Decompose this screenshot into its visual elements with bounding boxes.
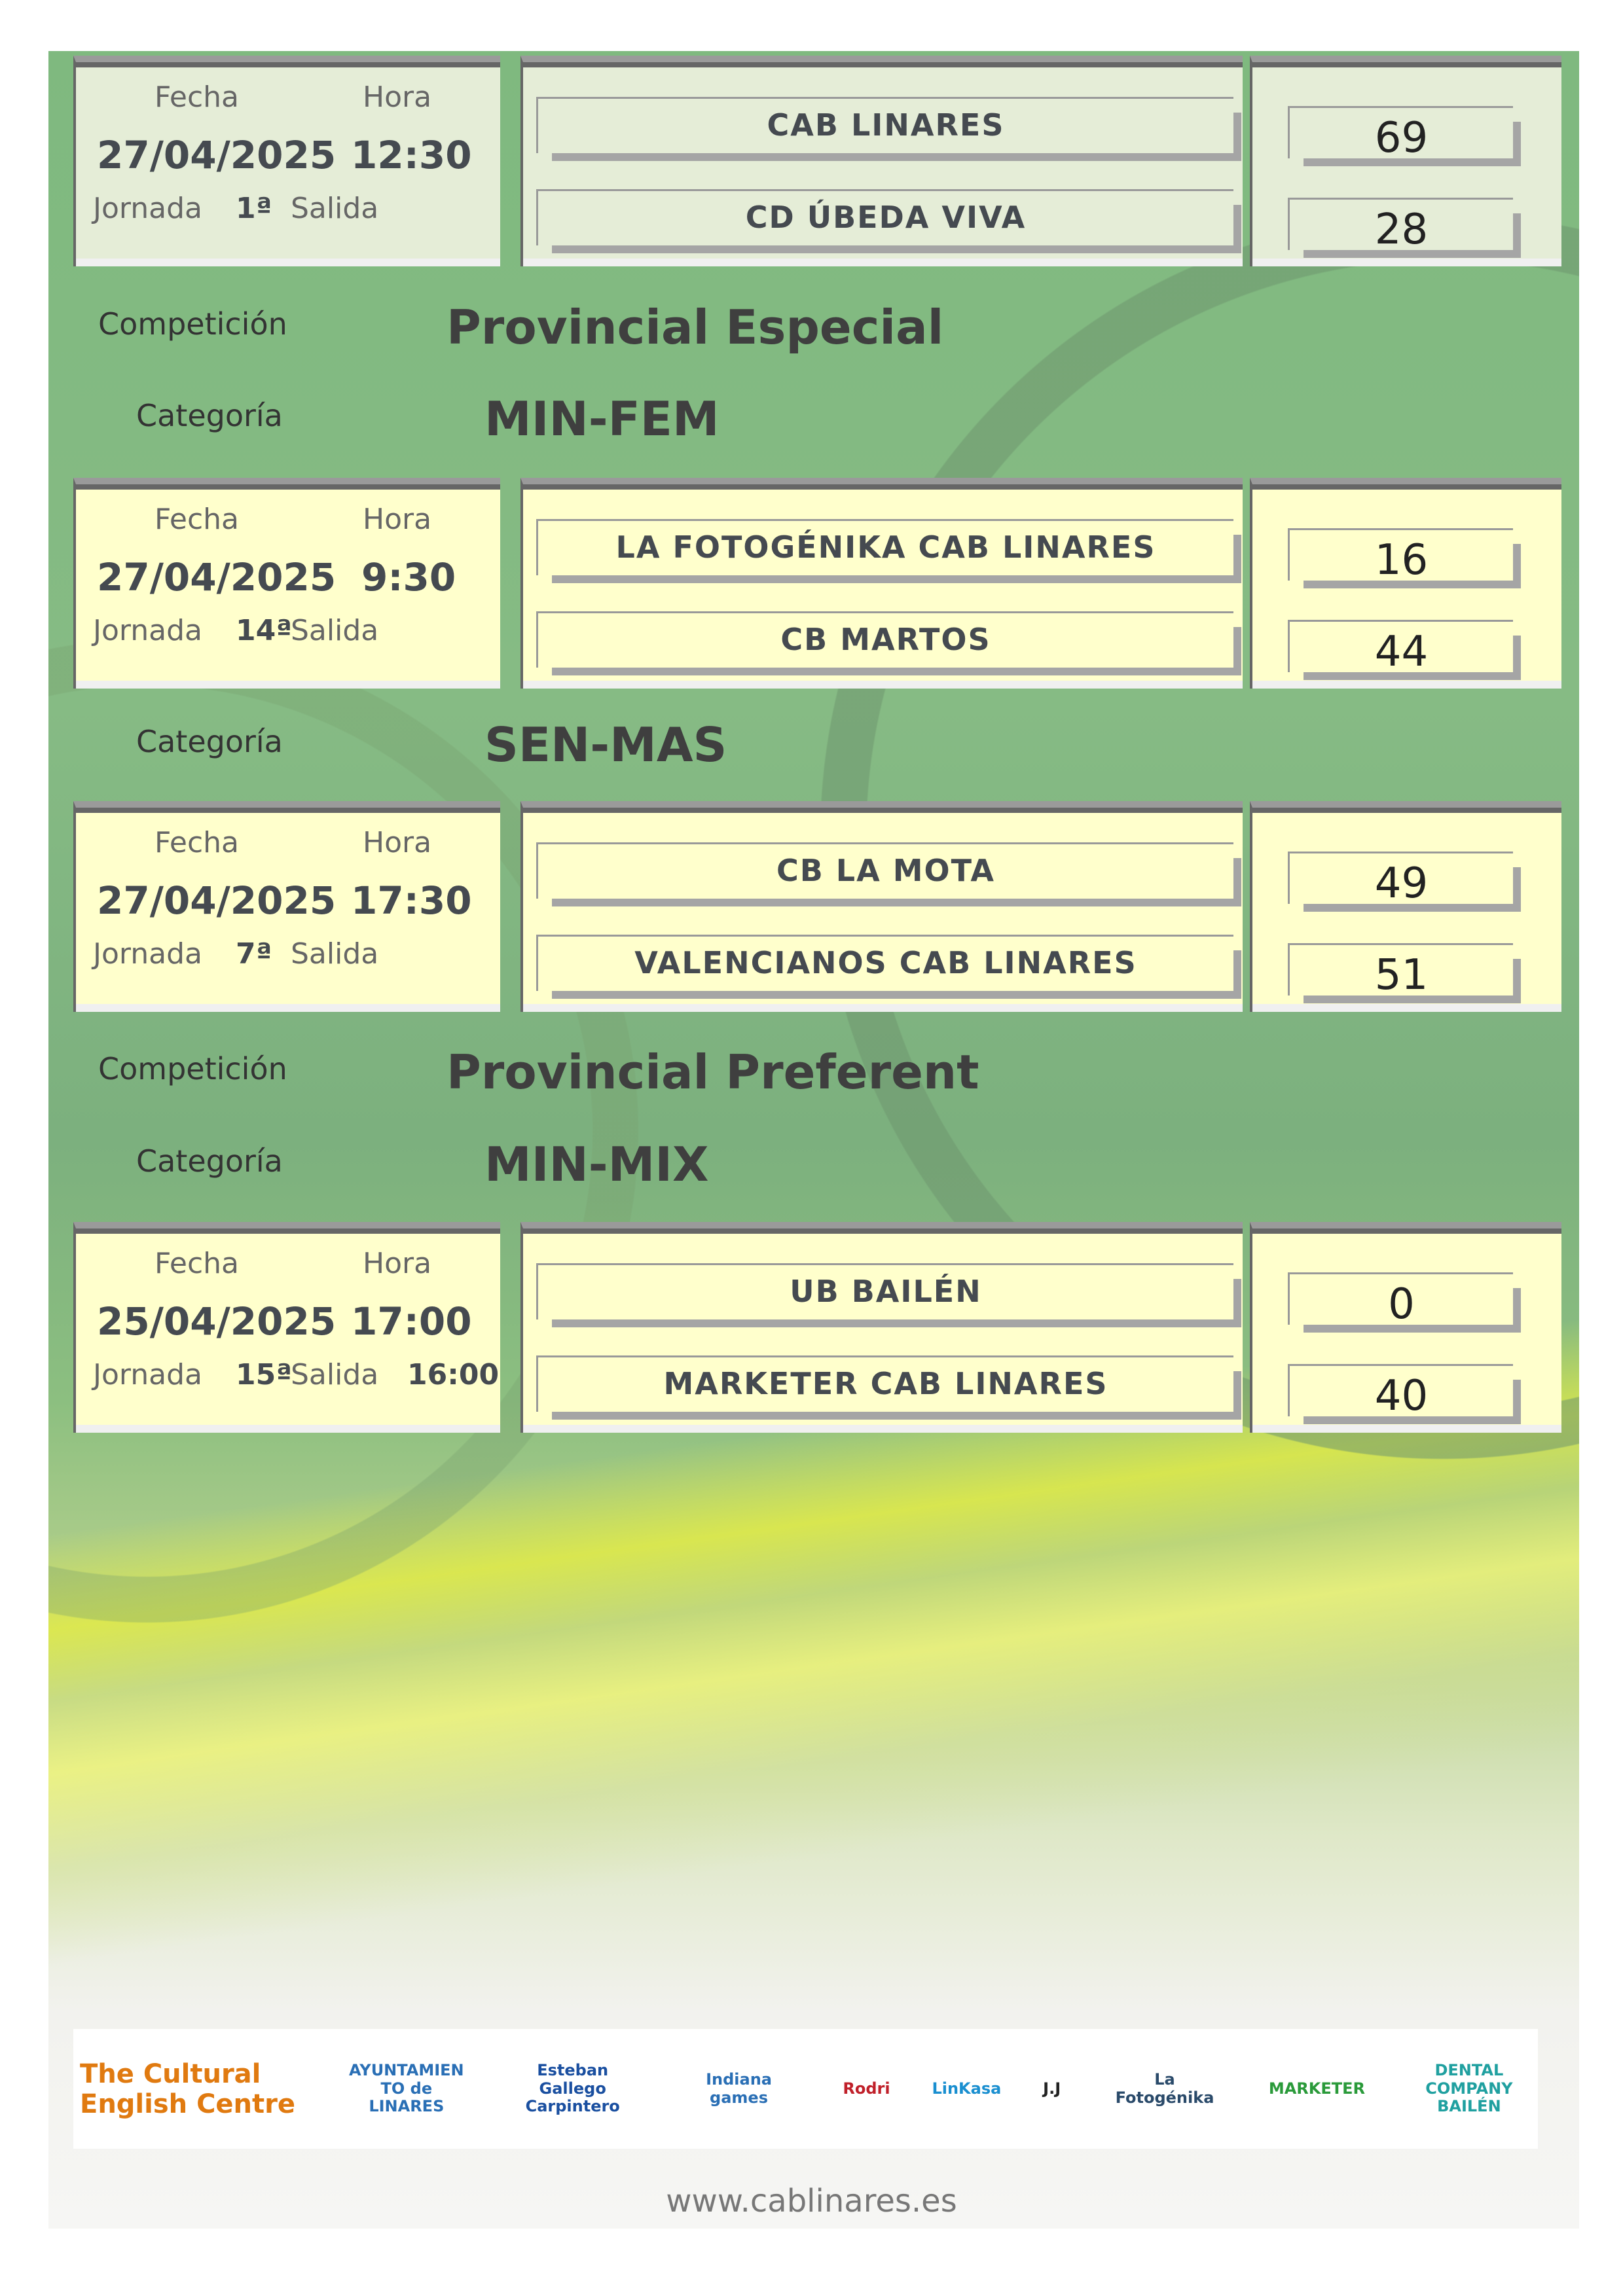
scores-card: 69 28 — [1250, 56, 1561, 266]
scores-card: 0 40 — [1250, 1222, 1561, 1433]
sponsor-logo: Indiana games — [706, 2070, 772, 2107]
hora-label: Hora — [363, 503, 432, 536]
sponsor-logo: Rodri — [843, 2079, 890, 2098]
jornada-label: Jornada — [93, 192, 202, 225]
scores-card: 16 44 — [1250, 478, 1561, 689]
match-date: 25/04/2025 — [97, 1299, 337, 1344]
teams-card: CB LA MOTA VALENCIANOS CAB LINARES — [520, 801, 1243, 1012]
fecha-label: Fecha — [155, 1247, 240, 1280]
home-team: UB BAILÉN — [536, 1263, 1233, 1319]
hora-label: Hora — [363, 81, 432, 114]
match-info-card: Fecha Hora 25/04/2025 17:00 Jornada 15ª Salida… — [73, 1222, 500, 1433]
match-info-card: Fecha Hora 27/04/2025 12:30 Jornada 1ª Salida — [73, 56, 500, 266]
away-team: VALENCIANOS CAB LINARES — [536, 935, 1233, 991]
hora-label: Hora — [363, 826, 432, 859]
away-team: MARKETER CAB LINARES — [536, 1355, 1233, 1412]
match-time: 17:00 — [351, 1299, 472, 1344]
jornada-value: 1ª — [236, 192, 272, 225]
fecha-label: Fecha — [155, 81, 240, 114]
jornada-value: 7ª — [236, 937, 272, 971]
teams-card: LA FOTOGÉNIKA CAB LINARES CB MARTOS — [520, 478, 1243, 689]
teams-card: CAB LINARES CD ÚBEDA VIVA — [520, 56, 1243, 266]
home-score: 16 — [1288, 528, 1513, 584]
footer-url[interactable]: www.cablinares.es — [666, 2183, 957, 2219]
competicion-label: Competición — [98, 1051, 287, 1086]
hora-label: Hora — [363, 1247, 432, 1280]
match-block: Fecha Hora 25/04/2025 17:00 Jornada 15ª Salida… — [0, 1222, 1623, 1433]
match-time: 17:30 — [351, 878, 472, 923]
away-score: 28 — [1288, 198, 1513, 254]
match-time: 9:30 — [361, 555, 456, 600]
match-date: 27/04/2025 — [97, 133, 337, 177]
teams-card: UB BAILÉN MARKETER CAB LINARES — [520, 1222, 1243, 1433]
away-team: CD ÚBEDA VIVA — [536, 189, 1233, 245]
categoria-label: Categoría — [136, 1143, 283, 1179]
sponsor-logo: The Cultural English Centre — [80, 2058, 296, 2119]
jornada-label: Jornada — [93, 1358, 202, 1391]
match-block: Fecha Hora 27/04/2025 9:30 Jornada 14ª Salida L… — [0, 478, 1623, 689]
scores-card: 49 51 — [1250, 801, 1561, 1012]
match-info-card: Fecha Hora 27/04/2025 9:30 Jornada 14ª Salida — [73, 478, 500, 689]
away-score: 44 — [1288, 620, 1513, 676]
home-score: 49 — [1288, 852, 1513, 908]
away-score: 40 — [1288, 1364, 1513, 1420]
home-team: CAB LINARES — [536, 97, 1233, 153]
home-score: 69 — [1288, 106, 1513, 162]
salida-label: Salida — [291, 192, 379, 225]
match-info-card: Fecha Hora 27/04/2025 17:30 Jornada 7ª Salida — [73, 801, 500, 1012]
salida-label: Salida — [291, 1358, 379, 1391]
jornada-value: 15ª — [236, 1358, 293, 1391]
sponsor-logo: J.J — [1043, 2079, 1061, 2098]
fecha-label: Fecha — [155, 503, 240, 536]
sponsor-logo: La Fotogénika — [1115, 2070, 1214, 2107]
away-score: 51 — [1288, 943, 1513, 999]
sponsor-logo: DENTAL COMPANY BAILÉN — [1425, 2061, 1513, 2116]
sponsor-logo: MARKETER — [1268, 2079, 1366, 2098]
competicion-label: Competición — [98, 306, 287, 342]
match-block: Fecha Hora 27/04/2025 17:30 Jornada 7ª Salida C… — [0, 801, 1623, 1012]
background — [48, 51, 1579, 2229]
match-block: Fecha Hora 27/04/2025 12:30 Jornada 1ª Salida C… — [0, 56, 1623, 266]
categoria-value: SEN-MAS — [484, 717, 727, 772]
sponsor-logo: Esteban Gallego Carpintero — [525, 2061, 620, 2116]
home-team: LA FOTOGÉNIKA CAB LINARES — [536, 519, 1233, 575]
match-date: 27/04/2025 — [97, 878, 337, 923]
competicion-value: Provincial Preferent — [447, 1045, 979, 1100]
sponsor-logo: LinKasa — [932, 2079, 1002, 2098]
categoria-label: Categoría — [136, 398, 283, 433]
salida-time: 16:00 — [407, 1358, 500, 1391]
jornada-label: Jornada — [93, 614, 202, 647]
sponsor-logo: AYUNTAMIENTO de LINARES — [349, 2061, 464, 2116]
home-team: CB LA MOTA — [536, 842, 1233, 899]
match-date: 27/04/2025 — [97, 555, 337, 600]
sponsors-strip: The Cultural English Centre AYUNTAMIENTO … — [73, 2029, 1538, 2149]
salida-label: Salida — [291, 937, 379, 971]
competicion-value: Provincial Especial — [447, 300, 944, 355]
categoria-value: MIN-FEM — [484, 391, 720, 446]
categoria-value: MIN-MIX — [484, 1137, 709, 1192]
jornada-label: Jornada — [93, 937, 202, 971]
categoria-label: Categoría — [136, 724, 283, 759]
away-team: CB MARTOS — [536, 611, 1233, 668]
match-time: 12:30 — [351, 133, 472, 177]
jornada-value: 14ª — [236, 614, 293, 647]
home-score: 0 — [1288, 1272, 1513, 1329]
fecha-label: Fecha — [155, 826, 240, 859]
salida-label: Salida — [291, 614, 379, 647]
